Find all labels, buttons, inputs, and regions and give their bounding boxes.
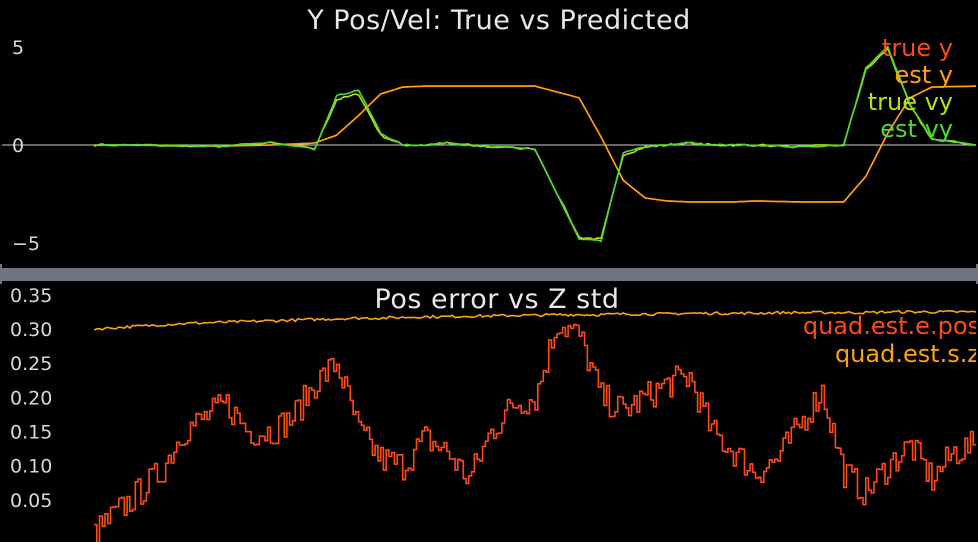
chart-title: Y Pos/Vel: True vs Predicted (306, 5, 691, 36)
series-line-est-y (94, 85, 976, 203)
legend-entry-true-y: true y (882, 34, 953, 62)
series-lines (93, 309, 976, 542)
chart-title: Pos error vs Z std (375, 284, 620, 315)
y-tick-label: 0.30 (10, 319, 52, 341)
y-tick-label: 0 (12, 135, 24, 157)
series-lines (93, 45, 976, 243)
legend-entry-quad-est-e-pos: quad.est.e.pos (803, 312, 976, 340)
legend-entry-quad-est-s-z: quad.est.s.z (835, 340, 976, 368)
y-tick-label: 0.05 (10, 490, 52, 512)
background-strip-top (0, 264, 978, 284)
plot-pos-error-vs-z-std: Pos error vs Z std 0.350.300.250.200.150… (10, 284, 976, 542)
plot-panel-y-pos-vel[interactable]: Y Pos/Vel: True vs Predicted 5 0 −5 true y… (2, 0, 976, 268)
y-tick-label: 5 (12, 37, 24, 59)
y-tick-label: 0.35 (10, 285, 52, 307)
legend-entry-est-y: est y (894, 61, 953, 89)
y-tick-label: 0.25 (10, 353, 52, 375)
plot-panel-pos-error[interactable]: Pos error vs Z std 0.35 0.30 0.25 0.20 0.15 0… (2, 281, 976, 542)
y-tick-label: 0.15 (10, 422, 52, 444)
legend-entry-est-vy: est vy (880, 115, 953, 143)
y-tick-label: 0.10 (10, 456, 52, 478)
series-line-quad-est-e-pos (94, 323, 976, 542)
series-line-est-vy (93, 45, 976, 243)
plot-y-pos-vel: Y Pos/Vel: True vs Predicted 5 0 −5 true y… (2, 5, 976, 255)
y-tick-label: 0.20 (10, 387, 52, 409)
y-axis: 0.35 0.30 0.25 0.20 0.15 0.10 0.05 (10, 285, 52, 512)
y-tick-label: −5 (12, 233, 40, 255)
legend-entry-true-vy: true vy (868, 88, 953, 116)
series-line-quad-est-s-z (93, 309, 976, 331)
